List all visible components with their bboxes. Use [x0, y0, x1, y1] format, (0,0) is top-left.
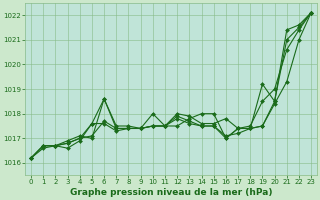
X-axis label: Graphe pression niveau de la mer (hPa): Graphe pression niveau de la mer (hPa): [70, 188, 272, 197]
